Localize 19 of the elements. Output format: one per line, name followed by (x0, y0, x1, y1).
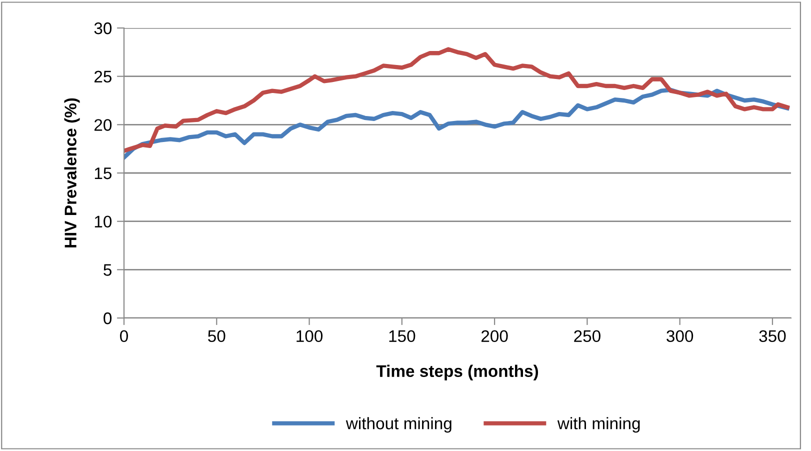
y-tick-label: 0 (104, 312, 112, 324)
x-tick-label: 200 (481, 330, 508, 342)
x-tick-label: 50 (208, 330, 226, 342)
x-axis-title: Time steps (months) (376, 364, 538, 380)
legend-label: with mining (557, 417, 640, 433)
y-tick-label: 30 (94, 22, 112, 34)
x-tick-label: 100 (296, 330, 323, 342)
legend-label: without mining (346, 417, 452, 433)
x-tick-label: 0 (120, 330, 128, 342)
x-tick-label: 350 (759, 330, 786, 342)
y-tick-label: 25 (94, 70, 112, 83)
x-tick-label: 150 (389, 330, 416, 342)
x-tick-label: 300 (666, 330, 694, 342)
y-axis-title: HIV Prevalence (%) (64, 98, 80, 248)
y-tick-label: 15 (94, 168, 112, 180)
y-tick-label: 5 (104, 264, 112, 276)
y-tick-label: 10 (94, 216, 112, 228)
x-tick-label: 250 (574, 330, 600, 342)
y-tick-label: 20 (94, 119, 112, 131)
